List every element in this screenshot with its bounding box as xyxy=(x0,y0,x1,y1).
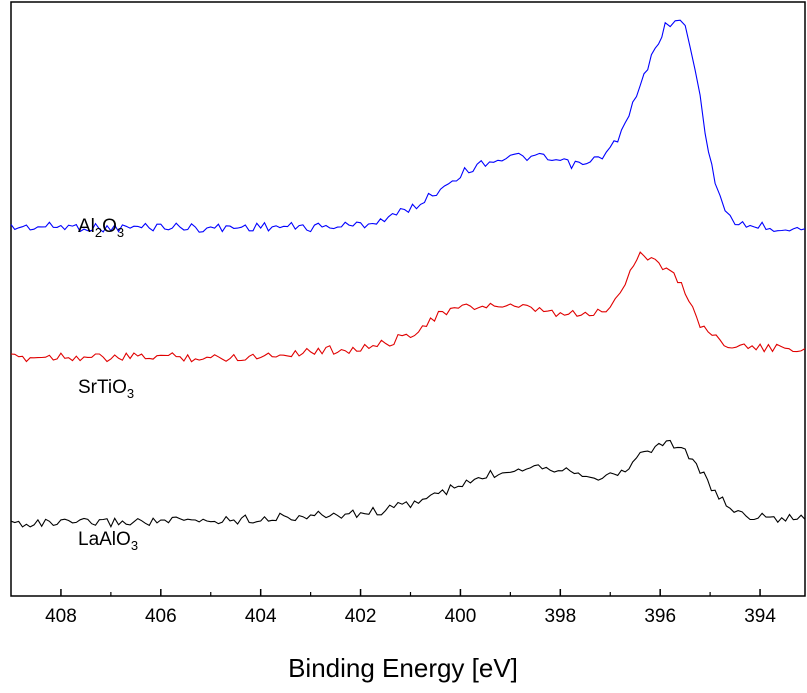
x-tick-label: 400 xyxy=(445,606,477,627)
x-ticks: 408 406 404 402 400 398 396 394 xyxy=(45,589,776,627)
plot-frame xyxy=(10,1,806,597)
x-tick-label: 396 xyxy=(644,606,676,627)
x-tick-label: 404 xyxy=(245,606,277,627)
series-line-laalo3 xyxy=(10,439,806,528)
x-tick-label: 394 xyxy=(744,606,776,627)
series-label-laalo3: LaAlO3 xyxy=(78,529,138,553)
series-label-srtio3: SrTiO3 xyxy=(78,377,134,401)
series-line-al2o3 xyxy=(10,19,806,233)
series-line-srtio3 xyxy=(10,251,806,363)
series-group xyxy=(10,19,806,528)
x-tick-label: 406 xyxy=(145,606,177,627)
x-tick-label: 398 xyxy=(544,606,576,627)
x-tick-label: 402 xyxy=(345,606,377,627)
x-tick-label: 408 xyxy=(45,606,77,627)
series-labels: Al2O3 SrTiO3 LaAlO3 xyxy=(78,216,138,553)
x-axis-title: Binding Energy [eV] xyxy=(288,653,518,683)
series-label-al2o3: Al2O3 xyxy=(78,216,124,240)
